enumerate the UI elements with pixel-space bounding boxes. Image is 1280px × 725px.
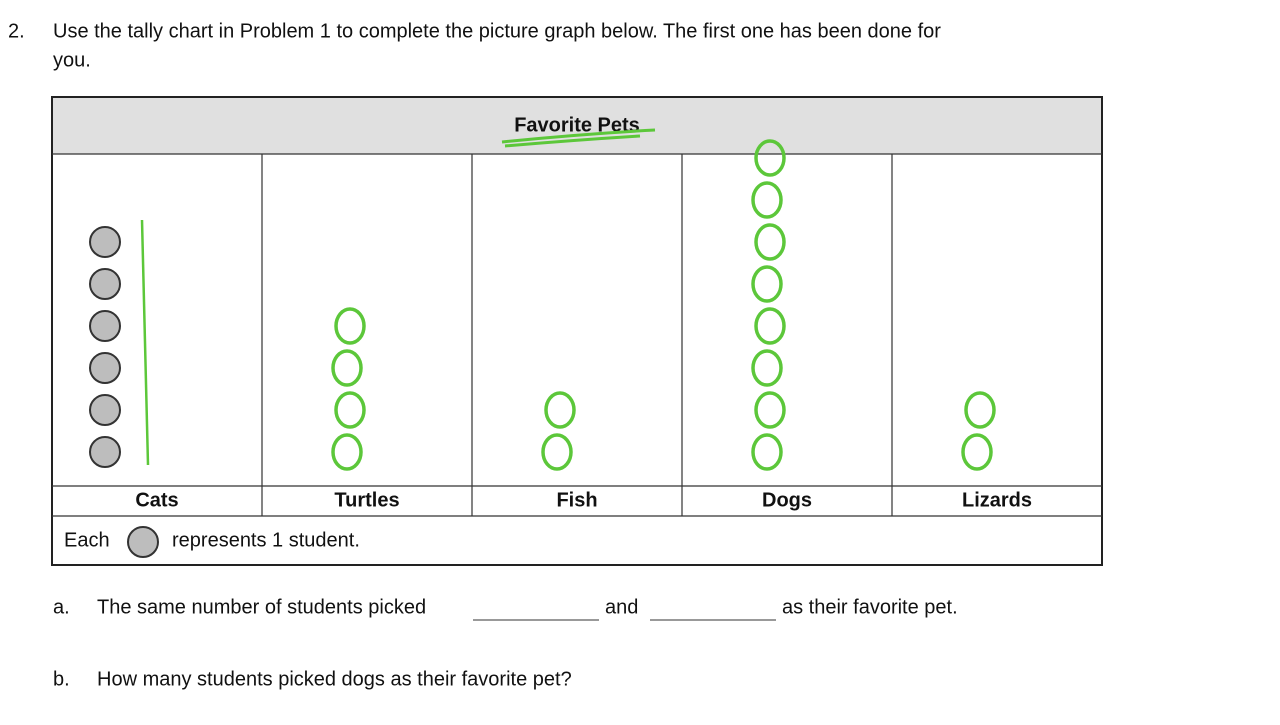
graph-title: Favorite Pets (514, 114, 640, 136)
picture-symbol (751, 181, 783, 219)
question-text: as their favorite pet. (782, 596, 958, 618)
key-symbol (127, 526, 159, 558)
category-label: Dogs (762, 489, 812, 511)
category-label: Lizards (962, 489, 1032, 511)
highlight (501, 128, 656, 148)
grid (52, 153, 1102, 517)
instruction: you. (53, 49, 91, 71)
graph-frame (51, 96, 1103, 566)
category-label: Cats (135, 489, 178, 511)
picture-symbol (89, 436, 121, 468)
picture-symbol (751, 349, 783, 387)
picture-symbol (89, 394, 121, 426)
category-label: Fish (556, 489, 597, 511)
category-label: Turtles (334, 489, 399, 511)
picture-symbol (331, 433, 363, 471)
picture-symbol (754, 307, 786, 345)
picture-symbol (331, 349, 363, 387)
picture-symbol (964, 391, 996, 429)
picture-symbol (89, 268, 121, 300)
question-letter: a. (53, 596, 70, 618)
picture-symbol (754, 223, 786, 261)
picture-symbol (751, 265, 783, 303)
key-text: Each (64, 529, 110, 551)
picture-symbol (89, 352, 121, 384)
picture-symbol (541, 433, 573, 471)
instruction: Use the tally chart in Problem 1 to comp… (53, 20, 941, 42)
picture-symbol (89, 226, 121, 258)
picture-symbol (754, 139, 786, 177)
question-text: The same number of students picked (97, 596, 426, 618)
picture-symbol (334, 307, 366, 345)
picture-symbol (334, 391, 366, 429)
question-letter: b. (53, 668, 70, 690)
picture-symbol (754, 391, 786, 429)
picture-symbol (751, 433, 783, 471)
graph-header (52, 97, 1102, 154)
picture-symbol (89, 310, 121, 342)
problem-number: 2. (8, 20, 25, 42)
question-text: How many students picked dogs as their f… (97, 668, 572, 690)
picture-symbol (961, 433, 993, 471)
picture-symbol (544, 391, 576, 429)
highlight (140, 219, 150, 466)
key-text: represents 1 student. (172, 529, 360, 551)
question-text: and (605, 596, 638, 618)
